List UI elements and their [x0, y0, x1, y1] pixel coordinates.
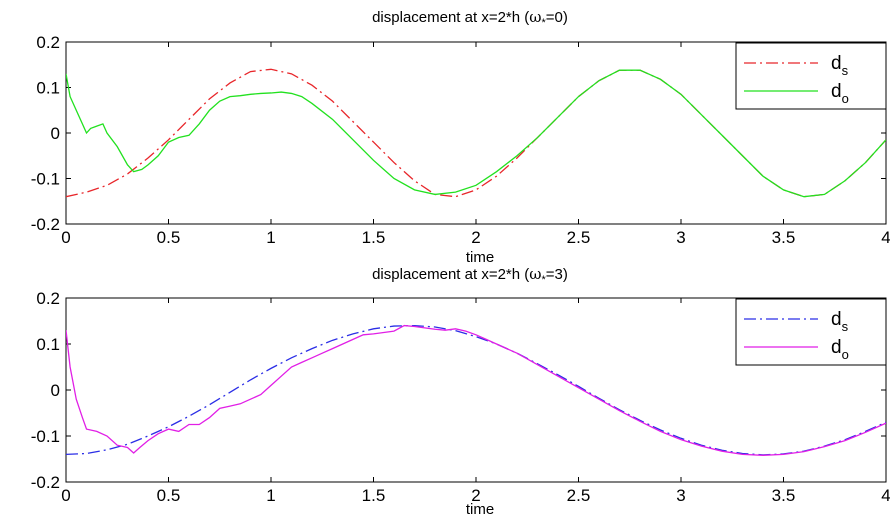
- legend-label-do: do: [831, 81, 849, 106]
- chart-title-subscript: *: [542, 17, 547, 29]
- legend-label-sub: s: [842, 63, 849, 78]
- chart-title-prefix: displacement at x=2*h (: [372, 9, 529, 26]
- chart-top: 0 0.5 1 1.5 2 2.5 3 3.5 4 0.2 0.1 0 -0.1 -0.2 displace…: [31, 8, 890, 266]
- legend-label-main: d: [831, 53, 842, 74]
- chart-title-subscript: *: [542, 274, 547, 286]
- x-tick-label: 4: [881, 228, 890, 247]
- y-tick-label: 0.2: [36, 33, 60, 52]
- chart-bottom: 0 0.5 1 1.5 2 2.5 3 3.5 4 0.2 0.1 0 -0.1 -0.2 displace…: [31, 265, 890, 518]
- legend-label-main: d: [831, 81, 842, 102]
- x-tick-label: 1: [266, 486, 275, 505]
- x-tick-label: 1.5: [362, 228, 386, 247]
- y-tick-label: 0.2: [36, 289, 60, 308]
- x-tick-label: 2: [471, 228, 480, 247]
- x-tick-label: 4: [881, 486, 890, 505]
- chart-title-symbol: ω: [529, 265, 541, 283]
- chart-title: displacement at x=2*h (ω*=3): [372, 265, 568, 286]
- legend-box: [735, 298, 887, 366]
- x-tick-label: 3: [676, 486, 685, 505]
- y-tick-label: -0.2: [31, 215, 60, 234]
- y-tick-label: -0.1: [31, 427, 60, 446]
- x-tick-label: 2.5: [567, 228, 591, 247]
- x-tick-label: 0: [61, 486, 70, 505]
- chart-title-suffix: =0): [546, 9, 568, 26]
- chart-title-symbol: ω: [529, 8, 541, 26]
- legend-label-sub: o: [842, 347, 849, 362]
- x-tick-label: 3.5: [772, 228, 796, 247]
- legend-label-sub: o: [842, 91, 849, 106]
- chart-title: displacement at x=2*h (ω*=0): [372, 8, 568, 29]
- legend-label-main: d: [831, 309, 842, 330]
- x-axis-label: time: [466, 249, 494, 266]
- series-line-do: [66, 324, 886, 456]
- y-tick-label: -0.1: [31, 170, 60, 189]
- x-tick-label: 0.5: [157, 228, 181, 247]
- legend-label-sub: s: [842, 319, 849, 334]
- x-tick-label: 0: [61, 228, 70, 247]
- chart-title-prefix: displacement at x=2*h (: [372, 266, 529, 283]
- series-line-do: [66, 69, 886, 198]
- y-tick-label: 0.1: [36, 79, 60, 98]
- chart-title-suffix: =3): [546, 266, 568, 283]
- legend-label-do: do: [831, 337, 849, 362]
- x-tick-label: 1: [266, 228, 275, 247]
- y-tick-label: -0.2: [31, 473, 60, 492]
- x-tick-label: 0.5: [157, 486, 181, 505]
- y-tick-label: 0.1: [36, 335, 60, 354]
- x-tick-label: 2: [471, 486, 480, 505]
- legend-label-main: d: [831, 337, 842, 358]
- legend-label-ds: ds: [831, 53, 849, 78]
- x-tick-label: 1.5: [362, 486, 386, 505]
- legend-label-ds: ds: [831, 309, 849, 334]
- legend-box: [735, 42, 887, 110]
- x-tick-label: 2.5: [567, 486, 591, 505]
- y-tick-label: 0: [51, 124, 60, 143]
- x-axis-label: time: [466, 501, 494, 518]
- y-tick-label: 0: [51, 381, 60, 400]
- x-tick-label: 3: [676, 228, 685, 247]
- x-tick-label: 3.5: [772, 486, 796, 505]
